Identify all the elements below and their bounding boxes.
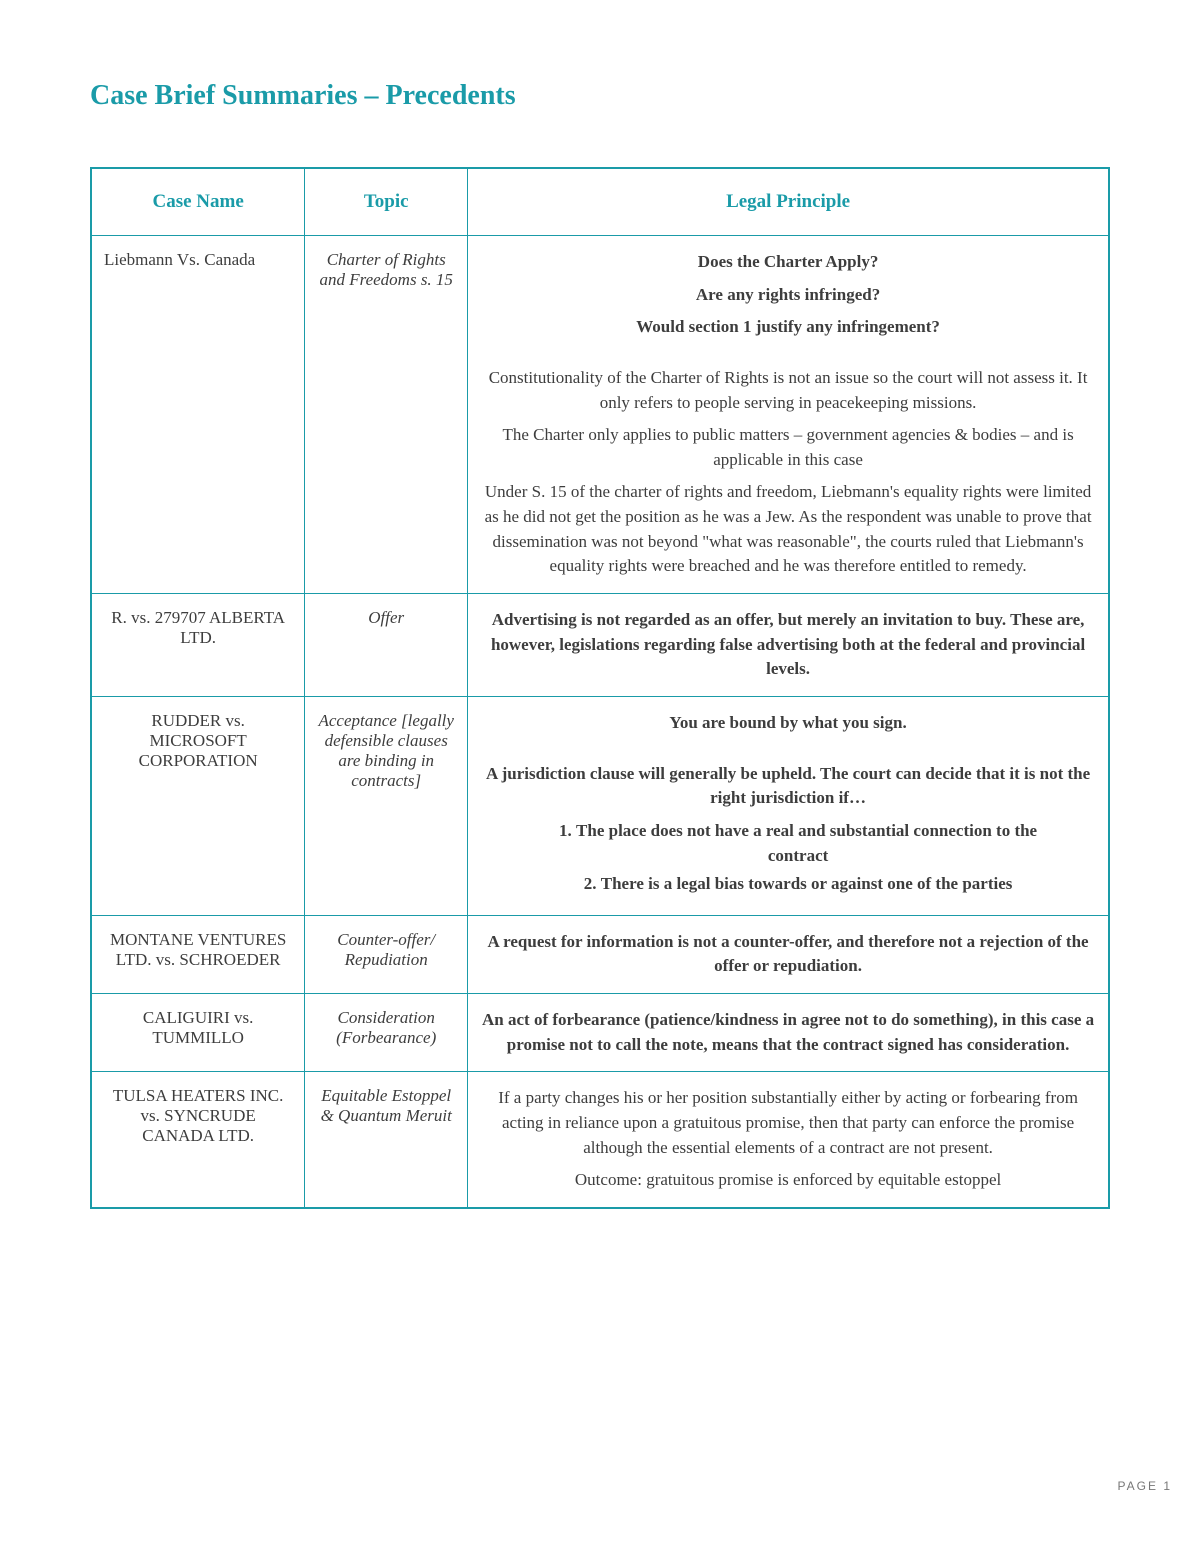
topic-cell: Consideration (Forbearance) (305, 994, 468, 1072)
principle-cell: If a party changes his or her position s… (468, 1072, 1109, 1208)
principle-list-item: The place does not have a real and subst… (540, 819, 1096, 868)
principle-lead: Are any rights infringed? (480, 283, 1096, 308)
principle-paragraph: A request for information is not a count… (480, 930, 1096, 979)
principle-paragraph: A jurisdiction clause will generally be … (480, 762, 1096, 811)
principle-ordered-list: The place does not have a real and subst… (480, 819, 1096, 897)
principle-cell: A request for information is not a count… (468, 915, 1109, 993)
principle-cell: An act of forbearance (patience/kindness… (468, 994, 1109, 1072)
case-name-cell: Liebmann Vs. Canada (91, 236, 305, 594)
principle-list-item: There is a legal bias towards or against… (540, 872, 1096, 897)
document-page: Case Brief Summaries – Precedents Case N… (0, 0, 1200, 1249)
principle-cell: You are bound by what you sign. A jurisdi… (468, 696, 1109, 915)
topic-cell: Charter of Rights and Freedoms s. 15 (305, 236, 468, 594)
principle-paragraph: Advertising is not regarded as an offer,… (480, 608, 1096, 682)
table-row: MONTANE VENTURES LTD. vs. SCHROEDERCount… (91, 915, 1109, 993)
topic-cell: Counter-offer/ Repudiation (305, 915, 468, 993)
principle-paragraph: Constitutionality of the Charter of Righ… (480, 366, 1096, 415)
table-row: Liebmann Vs. CanadaCharter of Rights and… (91, 236, 1109, 594)
table-row: CALIGUIRI vs. TUMMILLOConsideration (For… (91, 994, 1109, 1072)
principle-paragraph: An act of forbearance (patience/kindness… (480, 1008, 1096, 1057)
case-name-cell: R. vs. 279707 ALBERTA LTD. (91, 594, 305, 697)
principle-cell: Does the Charter Apply? Are any rights in… (468, 236, 1109, 594)
principle-lead: You are bound by what you sign. (480, 711, 1096, 736)
page-title: Case Brief Summaries – Precedents (90, 80, 1110, 112)
case-name-cell: MONTANE VENTURES LTD. vs. SCHROEDER (91, 915, 305, 993)
case-brief-table: Case Name Topic Legal Principle Liebmann… (90, 167, 1110, 1209)
table-header-row: Case Name Topic Legal Principle (91, 168, 1109, 236)
case-name-cell: TULSA HEATERS INC. vs. SYNCRUDE CANADA L… (91, 1072, 305, 1208)
header-principle: Legal Principle (468, 168, 1109, 236)
topic-cell: Equitable Estoppel & Quantum Meruit (305, 1072, 468, 1208)
table-row: TULSA HEATERS INC. vs. SYNCRUDE CANADA L… (91, 1072, 1109, 1208)
principle-lead: Does the Charter Apply? (480, 250, 1096, 275)
principle-paragraph: The Charter only applies to public matte… (480, 423, 1096, 472)
principle-paragraph: Outcome: gratuitous promise is enforced … (480, 1168, 1096, 1193)
table-row: RUDDER vs. MICROSOFT CORPORATIONAcceptan… (91, 696, 1109, 915)
principle-paragraph: Under S. 15 of the charter of rights and… (480, 480, 1096, 579)
page-number: PAGE 1 (1118, 1479, 1172, 1493)
case-name-cell: RUDDER vs. MICROSOFT CORPORATION (91, 696, 305, 915)
topic-cell: Acceptance [legally defensible clauses a… (305, 696, 468, 915)
case-name-cell: CALIGUIRI vs. TUMMILLO (91, 994, 305, 1072)
header-case: Case Name (91, 168, 305, 236)
principle-cell: Advertising is not regarded as an offer,… (468, 594, 1109, 697)
principle-paragraph: If a party changes his or her position s… (480, 1086, 1096, 1160)
table-row: R. vs. 279707 ALBERTA LTD.OfferAdvertisi… (91, 594, 1109, 697)
principle-lead: Would section 1 justify any infringement… (480, 315, 1096, 340)
header-topic: Topic (305, 168, 468, 236)
topic-cell: Offer (305, 594, 468, 697)
